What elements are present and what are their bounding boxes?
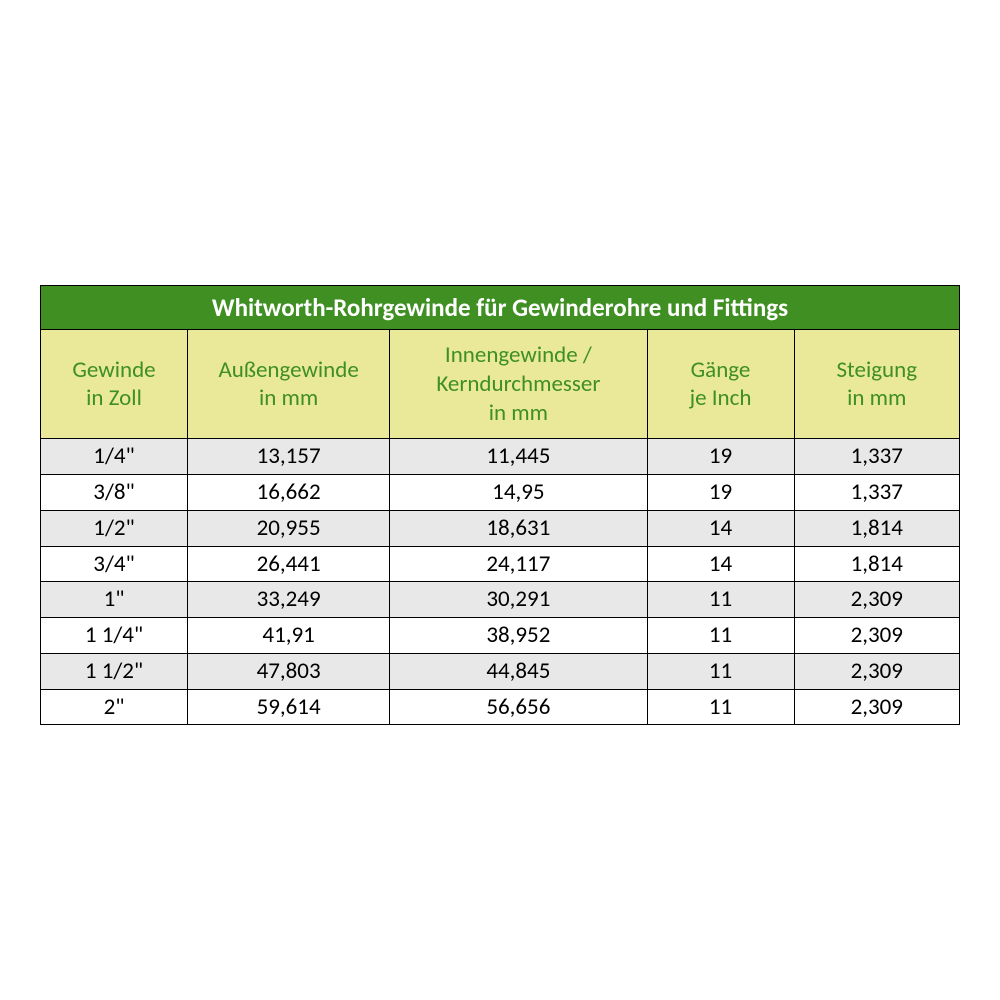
cell: 1,337 — [794, 475, 959, 511]
col-header-gaenge: Gänge je Inch — [647, 330, 794, 439]
cell: 13,157 — [188, 439, 390, 475]
table-title: Whitworth-Rohrgewinde für Gewinderohre u… — [41, 286, 960, 330]
table-row: 1" 33,249 30,291 11 2,309 — [41, 582, 960, 618]
table-header-row: Gewinde in Zoll Außengewinde in mm Innen… — [41, 330, 960, 439]
cell: 26,441 — [188, 546, 390, 582]
col-header-aussengewinde: Außengewinde in mm — [188, 330, 390, 439]
col-header-line: Gewinde — [72, 356, 155, 384]
whitworth-table: Whitworth-Rohrgewinde für Gewinderohre u… — [40, 285, 960, 725]
col-header-line: Innengewinde / — [445, 341, 592, 369]
col-header-line: in mm — [259, 384, 318, 412]
table-row: 3/4" 26,441 24,117 14 1,814 — [41, 546, 960, 582]
cell: 2" — [41, 689, 188, 725]
cell: 1/4" — [41, 439, 188, 475]
col-header-line: Steigung — [836, 356, 917, 384]
col-header-line: Kerndurchmesser — [436, 370, 600, 398]
cell: 14,95 — [390, 475, 647, 511]
cell: 11 — [647, 653, 794, 689]
cell: 14 — [647, 510, 794, 546]
cell: 11,445 — [390, 439, 647, 475]
table-title-row: Whitworth-Rohrgewinde für Gewinderohre u… — [41, 286, 960, 330]
cell: 56,656 — [390, 689, 647, 725]
cell: 11 — [647, 689, 794, 725]
cell: 1" — [41, 582, 188, 618]
col-header-line: in mm — [847, 384, 906, 412]
cell: 33,249 — [188, 582, 390, 618]
cell: 44,845 — [390, 653, 647, 689]
cell: 1/2" — [41, 510, 188, 546]
cell: 30,291 — [390, 582, 647, 618]
cell: 2,309 — [794, 689, 959, 725]
table-container: Whitworth-Rohrgewinde für Gewinderohre u… — [40, 285, 960, 725]
cell: 59,614 — [188, 689, 390, 725]
table-row: 3/8" 16,662 14,95 19 1,337 — [41, 475, 960, 511]
col-header-gewinde: Gewinde in Zoll — [41, 330, 188, 439]
cell: 2,309 — [794, 653, 959, 689]
cell: 3/8" — [41, 475, 188, 511]
cell: 24,117 — [390, 546, 647, 582]
cell: 41,91 — [188, 618, 390, 654]
cell: 11 — [647, 582, 794, 618]
cell: 16,662 — [188, 475, 390, 511]
cell: 11 — [647, 618, 794, 654]
cell: 1,814 — [794, 510, 959, 546]
table-row: 1 1/4" 41,91 38,952 11 2,309 — [41, 618, 960, 654]
col-header-line: Außengewinde — [218, 356, 358, 384]
col-header-line: je Inch — [690, 384, 752, 412]
cell: 19 — [647, 439, 794, 475]
cell: 19 — [647, 475, 794, 511]
table-row: 1/4" 13,157 11,445 19 1,337 — [41, 439, 960, 475]
table-row: 2" 59,614 56,656 11 2,309 — [41, 689, 960, 725]
cell: 3/4" — [41, 546, 188, 582]
cell: 20,955 — [188, 510, 390, 546]
cell: 18,631 — [390, 510, 647, 546]
col-header-line: in mm — [489, 399, 548, 427]
col-header-innengewinde: Innengewinde / Kerndurchmesser in mm — [390, 330, 647, 439]
table-row: 1/2" 20,955 18,631 14 1,814 — [41, 510, 960, 546]
cell: 1,814 — [794, 546, 959, 582]
col-header-line: in Zoll — [86, 384, 142, 412]
cell: 1 1/2" — [41, 653, 188, 689]
table-body: 1/4" 13,157 11,445 19 1,337 3/8" 16,662 … — [41, 439, 960, 725]
col-header-line: Gänge — [691, 356, 751, 384]
cell: 14 — [647, 546, 794, 582]
cell: 1 1/4" — [41, 618, 188, 654]
cell: 2,309 — [794, 618, 959, 654]
cell: 1,337 — [794, 439, 959, 475]
cell: 38,952 — [390, 618, 647, 654]
col-header-steigung: Steigung in mm — [794, 330, 959, 439]
cell: 47,803 — [188, 653, 390, 689]
cell: 2,309 — [794, 582, 959, 618]
table-row: 1 1/2" 47,803 44,845 11 2,309 — [41, 653, 960, 689]
